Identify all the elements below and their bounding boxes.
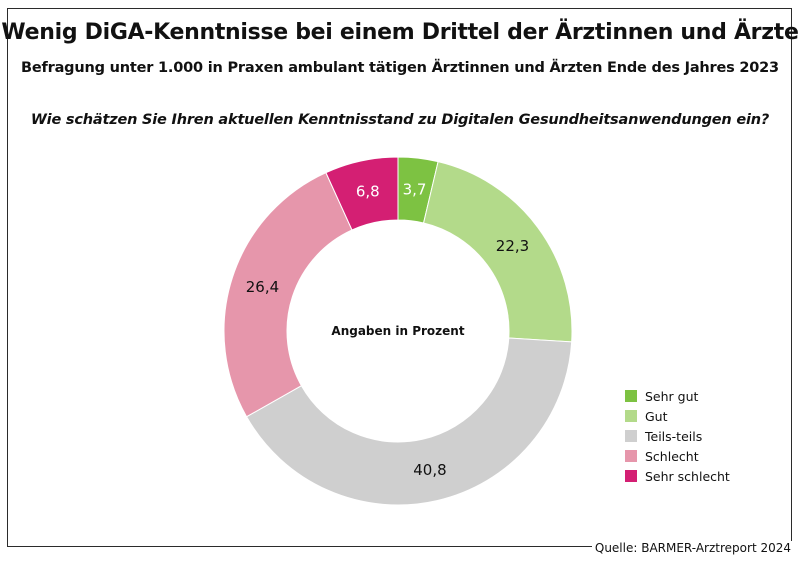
legend-swatch	[625, 410, 637, 422]
legend-swatch	[625, 450, 637, 462]
chart-subtitle: Befragung unter 1.000 in Praxen ambulant…	[21, 60, 779, 76]
legend-item-sehr-gut: Sehr gut	[625, 386, 730, 406]
legend-item-schlecht: Schlecht	[625, 446, 730, 466]
data-label-gut: 22,3	[496, 237, 529, 255]
slice-gut	[422, 161, 573, 343]
chart-question: Wie schätzen Sie Ihren aktuellen Kenntni…	[30, 112, 770, 128]
legend-item-gut: Gut	[625, 406, 730, 426]
data-label-sehr-schlecht: 6,8	[356, 183, 380, 201]
source-note: Quelle: BARMER-Arztreport 2024	[591, 541, 794, 555]
legend-label: Sehr schlecht	[645, 468, 730, 484]
legend-swatch	[625, 390, 637, 402]
chart-frame	[7, 8, 792, 547]
slice-sehr-schlecht	[325, 156, 399, 231]
slice-schlecht	[223, 171, 353, 418]
legend-label: Sehr gut	[645, 388, 699, 404]
chart-legend: Sehr gut Gut Teils-teils Schlecht Sehr schle…	[625, 386, 730, 486]
legend-item-teils-teils: Teils-teils	[625, 426, 730, 446]
legend-swatch	[625, 470, 637, 482]
data-label-teils-teils: 40,8	[413, 461, 446, 479]
legend-item-sehr-schlecht: Sehr schlecht	[625, 466, 730, 486]
data-label-sehr-gut: 3,7	[403, 180, 427, 198]
legend-label: Gut	[645, 408, 668, 424]
chart-title: Wenig DiGA-Kenntnisse bei einem Drittel …	[1, 20, 799, 45]
legend-label: Schlecht	[645, 448, 699, 464]
data-label-schlecht: 26,4	[246, 278, 279, 296]
center-label: Angaben in Prozent	[331, 324, 464, 338]
legend-label: Teils-teils	[645, 428, 703, 444]
slice-teils-teils	[245, 337, 573, 506]
legend-swatch	[625, 430, 637, 442]
